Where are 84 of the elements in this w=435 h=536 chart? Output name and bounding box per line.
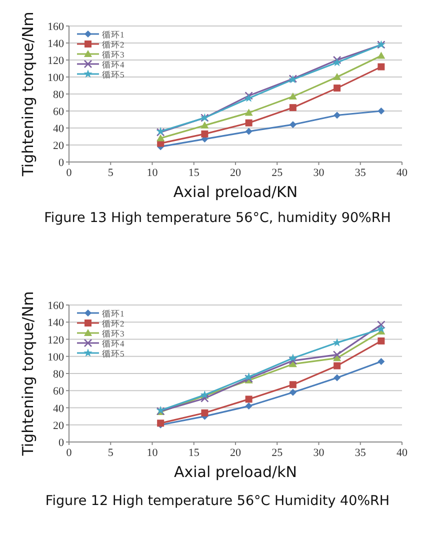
x-tick-label: 35: [354, 167, 366, 179]
y-tick-label: 140: [48, 38, 64, 50]
point: [200, 394, 209, 402]
point: [156, 134, 165, 142]
point: [289, 388, 296, 396]
legend-label: 循环3: [102, 50, 124, 60]
x-tick-label: 30: [313, 447, 325, 459]
point: [378, 337, 385, 344]
point: [334, 374, 341, 382]
x-tick-label: 0: [66, 167, 72, 179]
y-tick-label: 80: [53, 368, 64, 380]
y-tick-label: 20: [53, 140, 64, 152]
point: [378, 108, 385, 114]
point: [201, 130, 208, 138]
y-tick-label: 160: [48, 300, 64, 312]
point: [377, 320, 386, 329]
x-tick-label: 0: [66, 447, 72, 459]
point: [245, 402, 252, 410]
point: [288, 356, 298, 365]
point: [334, 112, 341, 119]
point: [376, 324, 386, 333]
x-tick-label: 20: [230, 447, 242, 459]
point: [289, 121, 296, 128]
x-tick-label: 40: [396, 167, 408, 179]
point: [245, 128, 252, 135]
x-tick-label: 20: [230, 167, 242, 179]
point: [244, 372, 254, 381]
point: [332, 350, 342, 359]
y-tick-label: 160: [48, 21, 64, 33]
point: [289, 104, 296, 112]
x-tick-label: 35: [354, 447, 366, 459]
legend-label: 循环4: [102, 60, 125, 70]
y-tick-label: 0: [58, 437, 64, 449]
x-tick-label: 5: [108, 167, 114, 179]
x-tick-label: 5: [108, 447, 114, 459]
legend-label: 循环3: [102, 328, 124, 338]
legend-label: 循环1: [102, 30, 124, 40]
y-tick-label: 100: [48, 351, 64, 364]
x-tick-label: 15: [188, 167, 200, 179]
point: [245, 119, 252, 126]
point: [332, 58, 342, 66]
x-tick-label: 10: [146, 167, 158, 179]
caption: Figure 12 High temperature 56°C Humidity 40%RH: [45, 493, 390, 509]
legend-label: 循环1: [102, 308, 124, 318]
x-tick-label: 10: [146, 447, 158, 459]
point: [201, 409, 208, 416]
legend-label: 循环2: [102, 40, 124, 50]
y-tick-label: 100: [48, 72, 64, 84]
point: [378, 63, 385, 70]
y-tick-label: 80: [53, 89, 64, 101]
point: [377, 52, 386, 59]
y-axis-title: Tightening torque/Nm: [19, 12, 37, 178]
legend-label: 循环5: [102, 348, 124, 358]
y-tick-label: 140: [48, 317, 64, 330]
y-tick-label: 60: [53, 386, 64, 398]
point: [244, 108, 253, 116]
y-tick-label: 40: [53, 123, 64, 135]
x-axis-title: Axial preload/KN: [173, 183, 298, 201]
x-tick-label: 40: [396, 447, 408, 459]
x-tick-label: 15: [188, 447, 200, 459]
point: [289, 381, 296, 388]
y-tick-label: 120: [48, 334, 64, 346]
y-tick-label: 40: [53, 402, 64, 415]
y-tick-label: 0: [58, 157, 64, 169]
x-axis-title: Axial preload/kN: [174, 463, 298, 481]
y-tick-label: 20: [53, 420, 64, 432]
point: [288, 92, 297, 100]
y-axis-title: Tightening torque/Nm: [19, 291, 37, 457]
point: [245, 396, 252, 403]
point: [333, 73, 342, 80]
point: [334, 362, 341, 370]
point: [334, 84, 341, 92]
y-tick-label: 120: [48, 55, 64, 67]
x-tick-label: 25: [272, 167, 284, 179]
point: [200, 121, 209, 128]
point: [332, 56, 342, 64]
legend-label: 循环4: [102, 338, 125, 348]
caption: Figure 13 High temperature 56°C, humidity 90%RH: [44, 210, 391, 226]
x-tick-label: 25: [272, 447, 284, 459]
legend-label: 循环2: [102, 318, 124, 328]
x-tick-label: 30: [313, 167, 325, 179]
legend-label: 循环5: [102, 70, 124, 80]
y-tick-label: 60: [53, 106, 64, 118]
point: [378, 358, 385, 366]
